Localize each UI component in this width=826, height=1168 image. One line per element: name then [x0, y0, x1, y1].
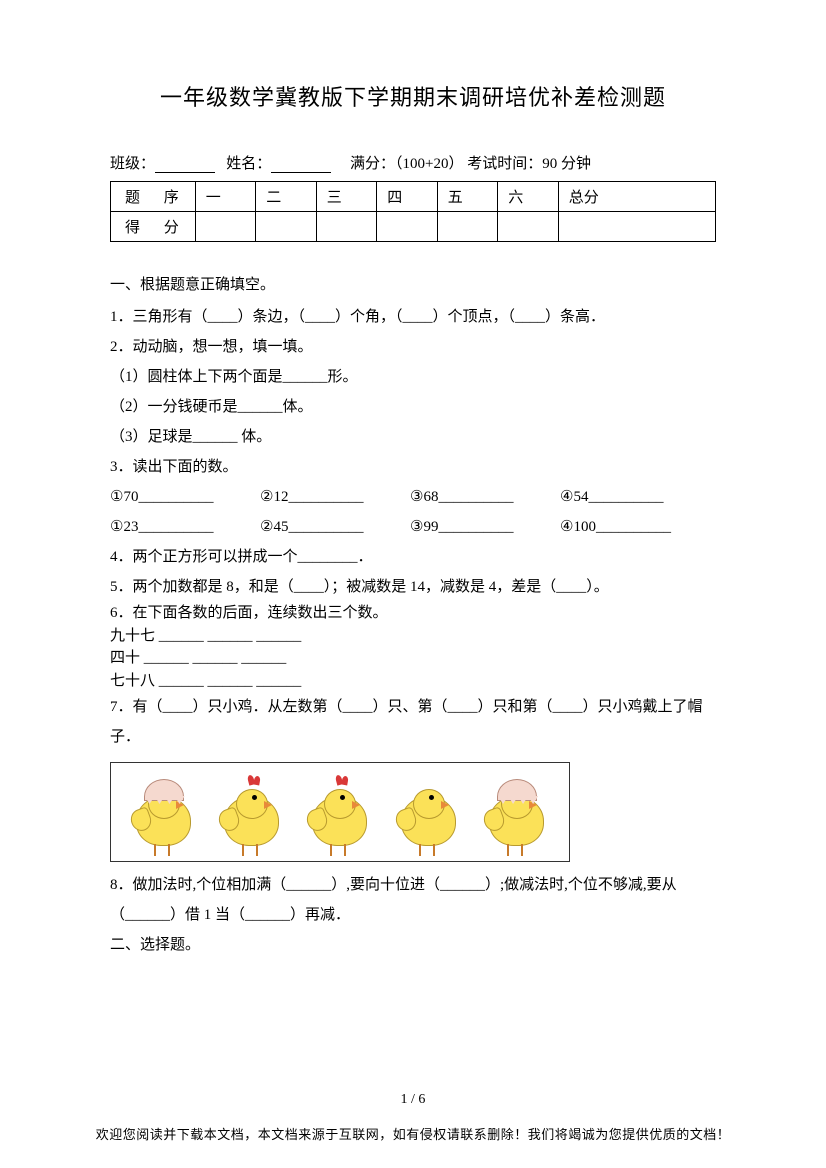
chick-illustration: [110, 762, 570, 862]
score-cell[interactable]: [558, 212, 715, 242]
score-table: 题 序 一 二 三 四 五 六 总分 得 分: [110, 181, 716, 242]
question-2: 2．动动脑，想一想，填一填。: [110, 332, 716, 362]
question-3-row1: ①70__________ ②12__________ ③68_________…: [110, 482, 716, 512]
chick-4: [391, 771, 466, 856]
num-item: ④54__________: [560, 482, 710, 512]
table-row: 题 序 一 二 三 四 五 六 总分: [111, 182, 716, 212]
row-label: 题 序: [111, 182, 196, 212]
footer-text: 欢迎您阅读并下载本文档，本文档来源于互联网，如有侵权请联系删除！我们将竭诚为您提…: [0, 1124, 826, 1143]
page-number: 1 / 6: [0, 1092, 826, 1108]
question-6: 6．在下面各数的后面，连续数出三个数。: [110, 602, 716, 625]
question-4: 4．两个正方形可以拼成一个________．: [110, 542, 716, 572]
question-6-3: 七十八 ______ ______ ______: [110, 670, 716, 693]
shell-hat-icon: [497, 779, 537, 801]
num-item: ②12__________: [260, 482, 410, 512]
question-8: 8．做加法时,个位相加满（______）,要向十位进（______）;做减法时,…: [110, 870, 716, 930]
section-heading: 二、选择题。: [110, 930, 716, 960]
col-header: 一: [195, 182, 256, 212]
score-cell[interactable]: [316, 212, 377, 242]
num-item: ①23__________: [110, 512, 260, 542]
section-heading: 一、根据题意正确填空。: [110, 270, 716, 300]
red-hat-icon: [244, 781, 260, 795]
col-header: 六: [498, 182, 559, 212]
chick-2: [214, 771, 289, 856]
time-label: 考试时间：: [467, 156, 542, 172]
num-item: ①70__________: [110, 482, 260, 512]
question-6-2: 四十 ______ ______ ______: [110, 647, 716, 670]
question-2-3: （3）足球是______ 体。: [110, 422, 716, 452]
col-header: 五: [437, 182, 498, 212]
red-hat-icon: [332, 781, 348, 795]
time-value: 90 分钟: [542, 156, 591, 172]
score-cell[interactable]: [437, 212, 498, 242]
num-item: ③68__________: [410, 482, 560, 512]
question-1: 1．三角形有（____）条边，（____）个角，（____）个顶点，（____）…: [110, 302, 716, 332]
num-item: ②45__________: [260, 512, 410, 542]
num-item: ③99__________: [410, 512, 560, 542]
chick-3: [302, 771, 377, 856]
info-line: 班级： 姓名： 满分：（100+20） 考试时间：90 分钟: [110, 152, 716, 173]
question-7: 7．有（____）只小鸡．从左数第（____）只、第（____）只和第（____…: [110, 692, 716, 752]
question-2-1: （1）圆柱体上下两个面是______形。: [110, 362, 716, 392]
class-label: 班级：: [110, 156, 155, 172]
table-row: 得 分: [111, 212, 716, 242]
question-3-row2: ①23__________ ②45__________ ③99_________…: [110, 512, 716, 542]
question-5: 5．两个加数都是 8，和是（____）；被减数是 14，减数是 4，差是（___…: [110, 572, 716, 602]
col-header: 二: [256, 182, 317, 212]
chick-5: [479, 771, 554, 856]
chick-1: [126, 771, 201, 856]
fullscore-label: 满分：: [350, 156, 395, 172]
col-header: 总分: [558, 182, 715, 212]
score-cell[interactable]: [498, 212, 559, 242]
score-cell[interactable]: [195, 212, 256, 242]
score-cell[interactable]: [377, 212, 438, 242]
score-cell[interactable]: [256, 212, 317, 242]
col-header: 三: [316, 182, 377, 212]
question-6-1: 九十七 ______ ______ ______: [110, 625, 716, 648]
row-label: 得 分: [111, 212, 196, 242]
fullscore-value: （100+20）: [395, 156, 463, 172]
name-blank[interactable]: [271, 157, 331, 173]
class-blank[interactable]: [155, 157, 215, 173]
name-label: 姓名：: [226, 156, 271, 172]
shell-hat-icon: [144, 779, 184, 801]
col-header: 四: [377, 182, 438, 212]
question-2-2: （2）一分钱硬币是______体。: [110, 392, 716, 422]
question-3: 3．读出下面的数。: [110, 452, 716, 482]
page-title: 一年级数学冀教版下学期期末调研培优补差检测题: [110, 80, 716, 112]
num-item: ④100__________: [560, 512, 710, 542]
